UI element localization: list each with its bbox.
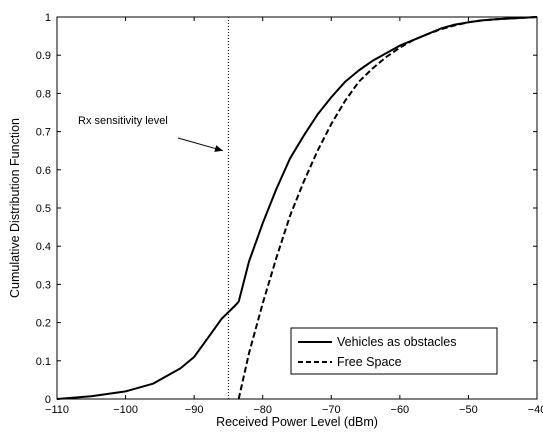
y-tick-label: 0.3 <box>36 279 51 291</box>
series-layer <box>56 16 538 400</box>
x-tick-label: −100 <box>113 404 138 416</box>
annotation-text: Rx sensitivity level <box>78 115 168 127</box>
x-tick-layer: −110 −100 −90 −80 −70 −60 −50 −40 <box>45 17 543 416</box>
y-tick-label: 0.8 <box>36 88 51 100</box>
y-tick-label: 0.2 <box>36 318 51 330</box>
x-tick-label: −50 <box>459 404 478 416</box>
y-tick-label: 0.1 <box>36 356 51 368</box>
x-axis-label: Received Power Level (dBm) <box>216 415 378 429</box>
y-tick-label: 0 <box>45 394 51 406</box>
series-free-space <box>237 16 538 400</box>
x-tick-label: −110 <box>45 404 69 416</box>
y-tick-label: 1 <box>45 12 51 24</box>
x-tick-label: −90 <box>185 404 204 416</box>
x-tick-label: −70 <box>322 404 341 416</box>
y-tick-label: 0.5 <box>36 203 51 215</box>
y-tick-layer: 0 0.1 0.2 0.3 0.4 0.5 0.6 0.7 0.8 0.9 1 <box>36 12 537 406</box>
y-tick-label: 0.7 <box>36 127 51 139</box>
y-tick-label: 0.4 <box>36 241 51 253</box>
x-tick-label: −60 <box>391 404 410 416</box>
y-tick-label: 0.6 <box>36 165 51 177</box>
y-axis-label: Cumulative Distribution Function <box>8 118 22 298</box>
x-tick-label: −40 <box>528 404 543 416</box>
annotation: Rx sensitivity level <box>78 115 224 152</box>
legend-box <box>290 327 498 375</box>
legend-label-vehicles: Vehicles as obstacles <box>337 335 457 349</box>
legend-label-free-space: Free Space <box>337 355 402 369</box>
y-tick-label: 0.9 <box>36 50 51 62</box>
annotation-arrow-head <box>214 145 223 152</box>
legend: Vehicles as obstacles Free Space <box>290 327 498 375</box>
plot-area: −110 −100 −90 −80 −70 −60 −50 −40 0 0.1 0.2 0.3 0.4… <box>36 12 543 416</box>
series-vehicles-as-obstacles <box>56 16 538 400</box>
x-tick-label: −80 <box>253 404 272 416</box>
